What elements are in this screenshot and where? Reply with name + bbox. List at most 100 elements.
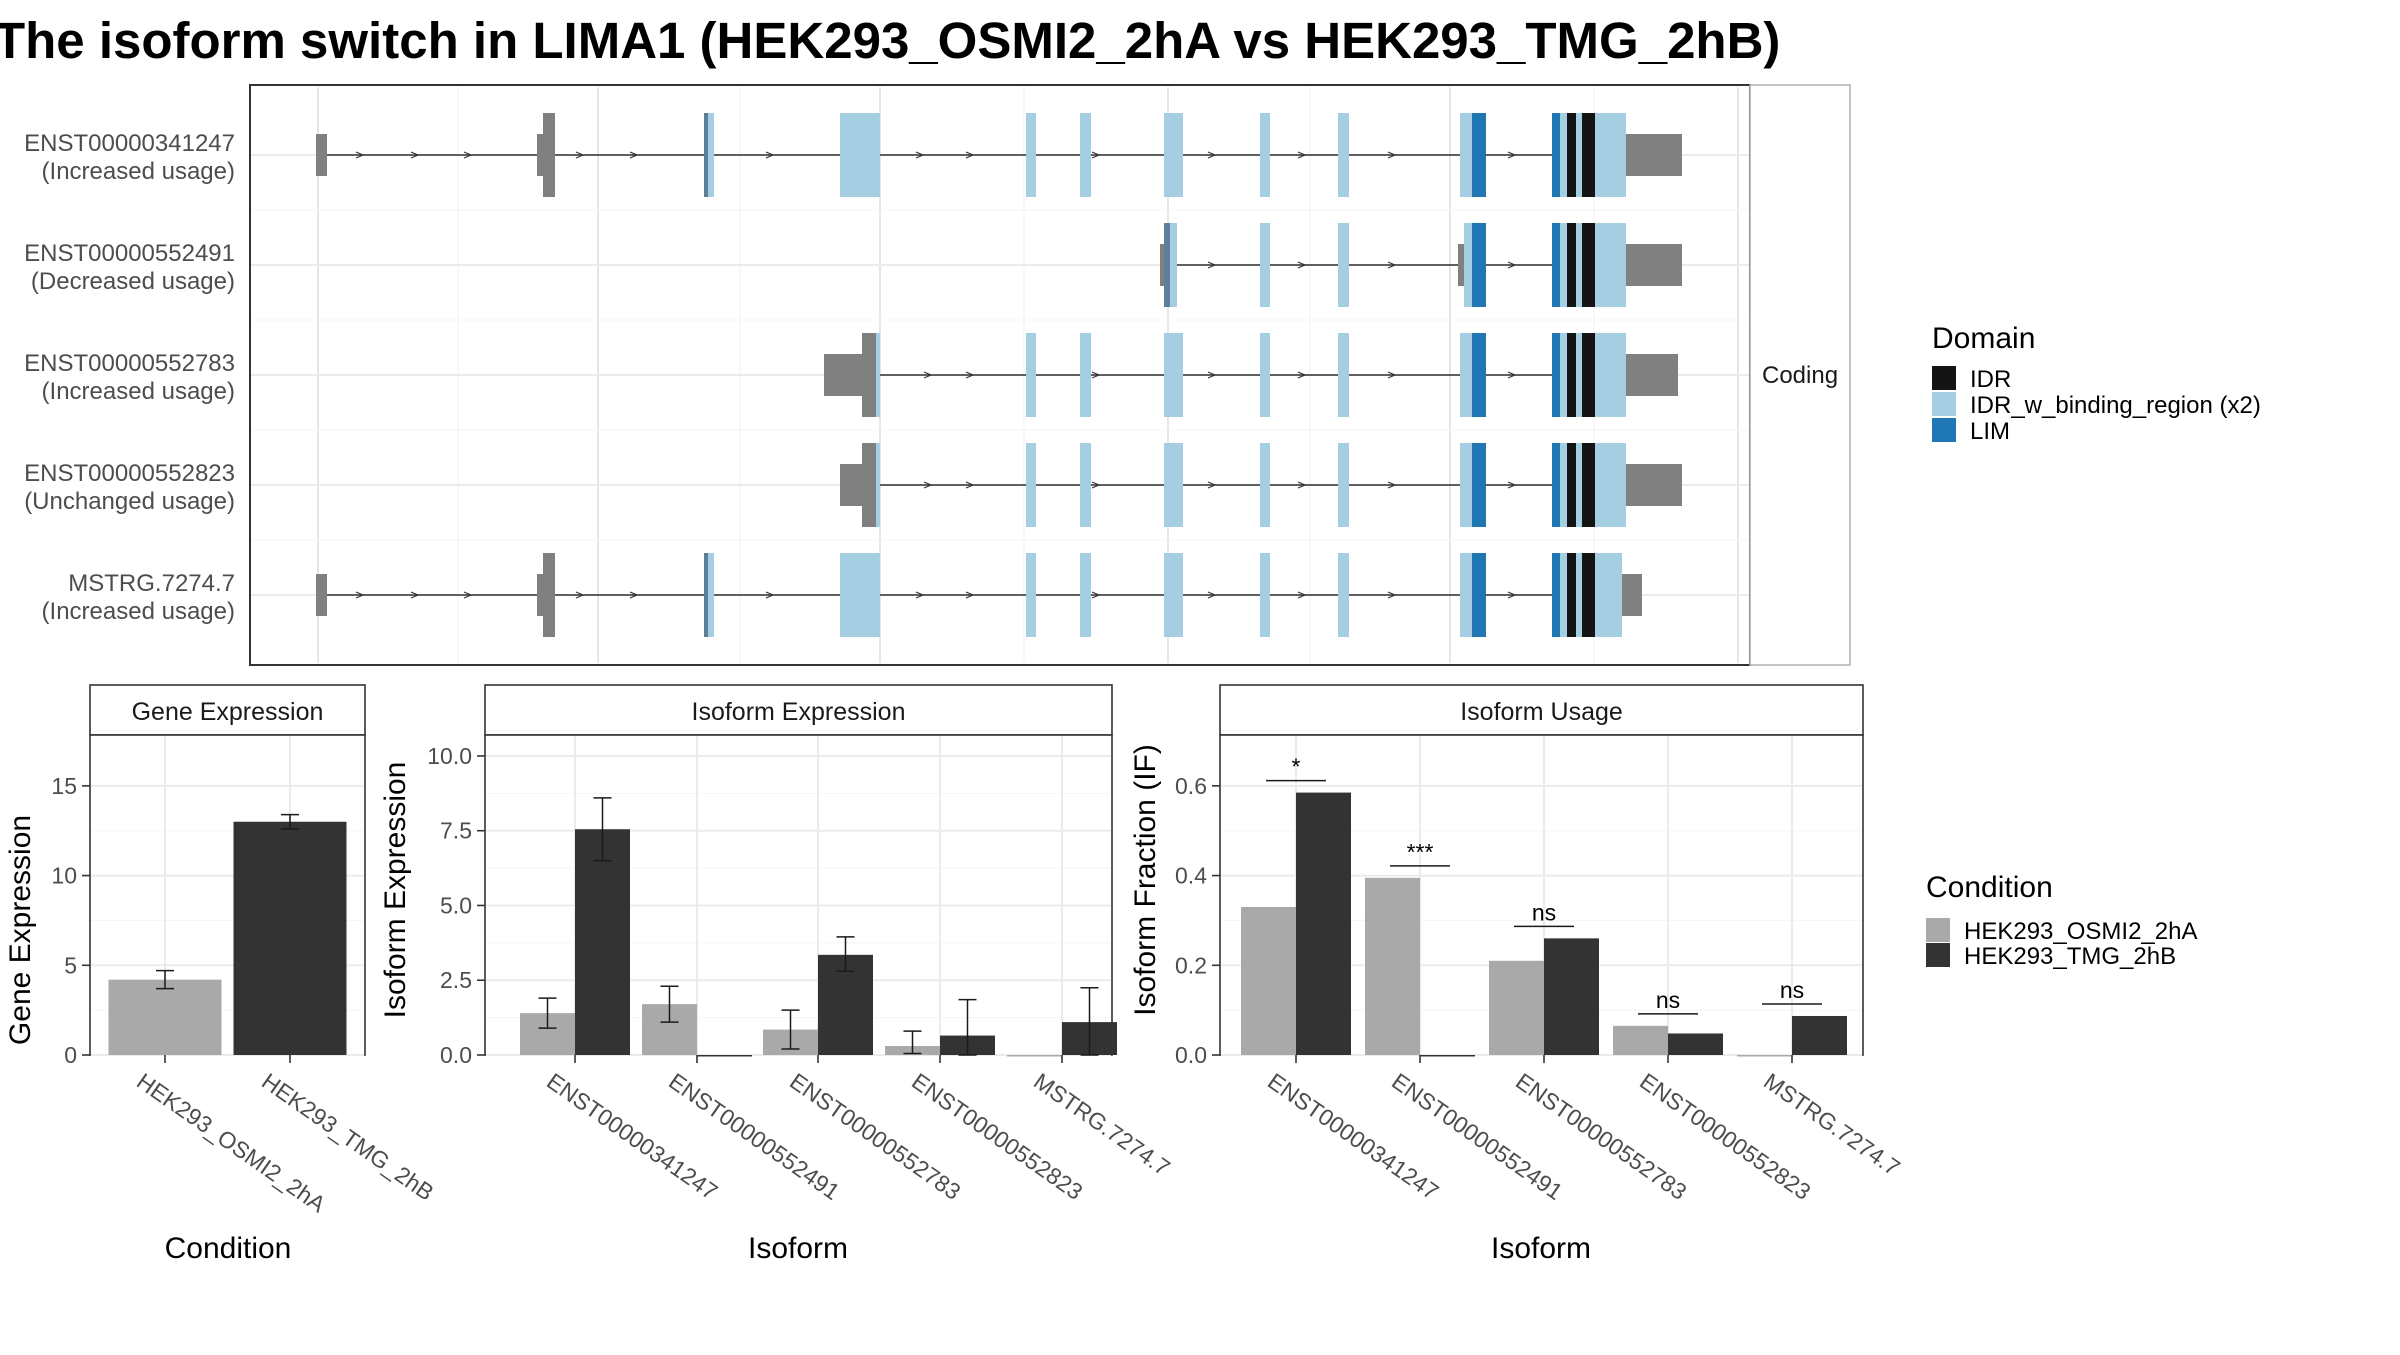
transcript-usage-label: (Increased usage) <box>42 598 235 625</box>
strand-arrow <box>965 371 975 379</box>
bar <box>108 979 222 1055</box>
strand-arrow <box>965 591 975 599</box>
strand-arrow <box>355 151 365 159</box>
exon-block <box>1460 443 1472 527</box>
error-bar <box>156 969 174 990</box>
exon-block <box>543 553 555 637</box>
exon-block <box>1552 223 1560 307</box>
exon-block <box>1567 113 1576 197</box>
utr-block <box>537 134 543 176</box>
utr-block <box>1626 464 1682 506</box>
exon-block <box>1582 113 1595 197</box>
domain-legend-label: IDR_w_binding_region (x2) <box>1970 392 2261 419</box>
exon-block <box>1595 113 1602 197</box>
exon-block <box>1170 223 1177 307</box>
exon-block <box>1595 553 1602 637</box>
exon-block <box>1080 443 1091 527</box>
exon-block <box>1472 443 1486 527</box>
strand-arrow <box>1387 481 1397 489</box>
error-bar <box>781 1009 800 1050</box>
structure-tracks <box>316 113 1682 637</box>
exon-block <box>840 113 880 197</box>
strand-arrow <box>355 591 365 599</box>
strand-arrow <box>1207 591 1217 599</box>
y-tick-label: 0.0 <box>1175 1042 1207 1068</box>
exon-block <box>1576 443 1582 527</box>
exon-block <box>1567 553 1576 637</box>
exon-block <box>1338 443 1349 527</box>
exon-block <box>1164 113 1183 197</box>
transcript-id-label: ENST00000552823 <box>24 460 235 487</box>
strand-arrow <box>1507 371 1517 379</box>
transcript-usage-label: (Unchanged usage) <box>24 488 235 515</box>
strand-arrow <box>1507 151 1517 159</box>
utr-block <box>1458 244 1464 286</box>
exon-block <box>708 553 714 637</box>
y-tick-label: 15 <box>51 773 77 799</box>
panel-strip <box>1219 684 1864 736</box>
panel-strip-label: Gene Expression <box>132 698 324 726</box>
exon-block <box>876 333 880 417</box>
strand-arrow <box>1297 371 1307 379</box>
error-bar <box>538 997 557 1029</box>
strand-arrow <box>575 151 585 159</box>
transcript-id-label: ENST00000552491 <box>24 240 235 267</box>
y-tick-label: 0 <box>64 1042 77 1068</box>
bar-panel: Gene Expression051015HEK293_OSMI2_2hAHEK… <box>4 684 439 1265</box>
exon-block <box>1164 223 1170 307</box>
exon-block <box>1260 223 1270 307</box>
exon-block <box>1338 223 1349 307</box>
y-tick-label: 0.0 <box>440 1042 472 1068</box>
exon-block <box>1602 113 1626 197</box>
utr-block <box>1626 354 1678 396</box>
transcript-usage-label: (Increased usage) <box>42 158 235 185</box>
exon-block <box>1472 223 1486 307</box>
condition-legend-label: HEK293_TMG_2hB <box>1964 943 2176 970</box>
bar-panel: Isoform Expression0.02.55.07.510.0ENST00… <box>379 684 1175 1265</box>
strand-arrow <box>1387 591 1397 599</box>
exon-block <box>1567 443 1576 527</box>
exon-block <box>1260 333 1270 417</box>
bar <box>1007 1055 1062 1057</box>
exon-block <box>1552 553 1560 637</box>
exon-block <box>1560 223 1567 307</box>
strand-arrow <box>463 591 473 599</box>
strand-arrow <box>1507 481 1517 489</box>
strand-arrow <box>1091 591 1101 599</box>
y-tick-label: 0.6 <box>1175 773 1207 799</box>
exon-block <box>1164 333 1183 417</box>
condition-legend-key <box>1926 918 1950 942</box>
panel-strip <box>89 684 366 736</box>
y-tick-label: 0.4 <box>1175 863 1207 889</box>
domain-legend-key <box>1932 418 1956 442</box>
significance-label: * <box>1292 754 1301 780</box>
x-axis-title: Isoform <box>1491 1232 1591 1265</box>
domain-legend-label: IDR <box>1970 366 2011 393</box>
exon-block <box>1582 553 1595 637</box>
transcript-structure-panel: Coding ENST00000341247(Increased usage)E… <box>24 84 1851 666</box>
exon-block <box>1560 553 1567 637</box>
strand-arrow <box>965 151 975 159</box>
exon-block <box>1260 553 1270 637</box>
exon-block <box>1338 333 1349 417</box>
utr-block <box>840 464 862 506</box>
error-bar <box>958 998 977 1056</box>
strand-arrow <box>915 151 925 159</box>
strand-arrow <box>1207 151 1217 159</box>
exon-block <box>1602 443 1626 527</box>
exon-block <box>1560 333 1567 417</box>
utr-block <box>316 574 327 616</box>
exon-block <box>1576 333 1582 417</box>
exon-block <box>1164 443 1183 527</box>
exon-block <box>1602 333 1626 417</box>
y-axis-title: Isoform Fraction (IF) <box>1129 744 1162 1016</box>
exon-block <box>543 113 555 197</box>
y-tick-label: 0.2 <box>1175 952 1207 978</box>
exon-block <box>1576 223 1582 307</box>
strand-arrow <box>410 151 420 159</box>
error-bar <box>593 797 612 862</box>
